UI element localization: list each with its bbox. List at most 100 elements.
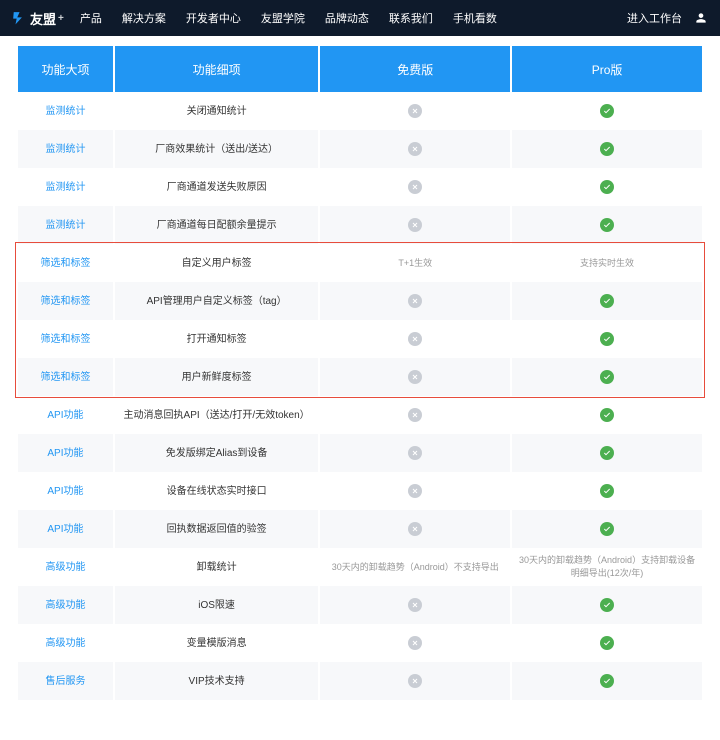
pro-cell xyxy=(512,662,702,700)
pro-cell: 30天内的卸载趋势（Android）支持卸载设备明细导出(12次/年) xyxy=(512,548,702,586)
nav-right: 进入工作台 xyxy=(627,10,708,26)
category-link[interactable]: 监测统计 xyxy=(45,182,85,193)
check-icon xyxy=(600,522,614,536)
cross-icon xyxy=(408,522,422,536)
check-icon xyxy=(600,332,614,346)
pro-cell xyxy=(512,358,702,396)
feature-cell: 卸载统计 xyxy=(115,548,318,586)
check-icon xyxy=(600,636,614,650)
category-link[interactable]: API功能 xyxy=(47,448,83,459)
col-header-2: 免费版 xyxy=(320,46,510,92)
category-link[interactable]: 筛选和标签 xyxy=(40,372,90,383)
category-link[interactable]: 高级功能 xyxy=(45,562,85,573)
pro-cell xyxy=(512,282,702,320)
cross-icon xyxy=(408,370,422,384)
pro-cell: 支持实时生效 xyxy=(512,244,702,282)
brand-logo[interactable]: 友盟 + xyxy=(12,9,64,28)
nav-item-6[interactable]: 手机看数 xyxy=(453,10,497,26)
category-link[interactable]: API功能 xyxy=(47,486,83,497)
table-row: 监测统计厂商通道每日配额余量提示 xyxy=(18,206,702,244)
free-cell xyxy=(320,130,510,168)
table-body: 监测统计关闭通知统计监测统计厂商效果统计（送出/送达）监测统计厂商通道发送失败原… xyxy=(18,92,702,700)
check-icon xyxy=(600,408,614,422)
table-row: 监测统计厂商效果统计（送出/送达） xyxy=(18,130,702,168)
table-row: API功能 设备在线状态实时接口 xyxy=(18,472,702,510)
table-row: 高级功能 卸载统计 30天内的卸载趋势（Android）不支持导出 30天内的卸载趋势… xyxy=(18,548,702,586)
feature-cell: API管理用户自定义标签（tag） xyxy=(115,282,318,320)
free-cell xyxy=(320,168,510,206)
free-cell xyxy=(320,206,510,244)
pro-cell xyxy=(512,586,702,624)
check-icon xyxy=(600,370,614,384)
nav-item-4[interactable]: 品牌动态 xyxy=(325,10,369,26)
cross-icon xyxy=(408,142,422,156)
col-header-3: Pro版 xyxy=(512,46,702,92)
pro-cell xyxy=(512,206,702,244)
nav-item-3[interactable]: 友盟学院 xyxy=(261,10,305,26)
feature-cell: 变量模版消息 xyxy=(115,624,318,662)
feature-cell: iOS限速 xyxy=(115,586,318,624)
table-row: 监测统计关闭通知统计 xyxy=(18,92,702,130)
brand-name: 友盟 xyxy=(30,9,56,28)
cell-text: 30天内的卸载趋势（Android）不支持导出 xyxy=(332,562,499,572)
feature-cell: 主动消息回执API（送达/打开/无效token） xyxy=(115,396,318,434)
cross-icon xyxy=(408,180,422,194)
col-header-0: 功能大项 xyxy=(18,46,113,92)
table-row: 监测统计 厂商通道发送失败原因 xyxy=(18,168,702,206)
nav-item-0[interactable]: 产品 xyxy=(80,10,102,26)
check-icon xyxy=(600,142,614,156)
category-link[interactable]: 售后服务 xyxy=(45,676,85,687)
free-cell: T+1生效 xyxy=(320,244,510,282)
category-link[interactable]: 监测统计 xyxy=(45,220,85,231)
table-row: 售后服务 VIP技术支持 xyxy=(18,662,702,700)
free-cell xyxy=(320,586,510,624)
check-icon xyxy=(600,484,614,498)
free-cell: 30天内的卸载趋势（Android）不支持导出 xyxy=(320,548,510,586)
user-icon[interactable] xyxy=(694,11,708,25)
umeng-logo-icon xyxy=(12,11,26,25)
category-link[interactable]: 筛选和标签 xyxy=(40,334,90,345)
category-link[interactable]: 监测统计 xyxy=(45,144,85,155)
cross-icon xyxy=(408,484,422,498)
feature-cell: 设备在线状态实时接口 xyxy=(115,472,318,510)
check-icon xyxy=(600,104,614,118)
category-link[interactable]: API功能 xyxy=(47,410,83,421)
table-row: 高级功能 变量模版消息 xyxy=(18,624,702,662)
top-nav: 友盟 + 产品 解决方案 开发者中心 友盟学院 品牌动态 联系我们 手机看数 进入工作台 xyxy=(0,0,720,36)
free-cell xyxy=(320,282,510,320)
category-link[interactable]: 筛选和标签 xyxy=(40,258,90,269)
category-link[interactable]: 监测统计 xyxy=(45,106,85,117)
feature-cell: 厂商通道发送失败原因 xyxy=(115,168,318,206)
pro-cell xyxy=(512,168,702,206)
table-header-row: 功能大项功能细项免费版Pro版 xyxy=(18,46,702,92)
cross-icon xyxy=(408,674,422,688)
pro-cell xyxy=(512,472,702,510)
table-row: 筛选和标签打开通知标签 xyxy=(18,320,702,358)
category-link[interactable]: 筛选和标签 xyxy=(40,296,90,307)
nav-item-2[interactable]: 开发者中心 xyxy=(186,10,241,26)
free-cell xyxy=(320,358,510,396)
table-row: 筛选和标签 API管理用户自定义标签（tag） xyxy=(18,282,702,320)
free-cell xyxy=(320,434,510,472)
workspace-link[interactable]: 进入工作台 xyxy=(627,10,682,26)
free-cell xyxy=(320,624,510,662)
free-cell xyxy=(320,510,510,548)
cell-text: 支持实时生效 xyxy=(580,258,634,268)
check-icon xyxy=(600,294,614,308)
check-icon xyxy=(600,218,614,232)
category-link[interactable]: API功能 xyxy=(47,524,83,535)
free-cell xyxy=(320,396,510,434)
nav-item-1[interactable]: 解决方案 xyxy=(122,10,166,26)
cross-icon xyxy=(408,104,422,118)
cross-icon xyxy=(408,408,422,422)
pro-cell xyxy=(512,624,702,662)
col-header-1: 功能细项 xyxy=(115,46,318,92)
feature-cell: VIP技术支持 xyxy=(115,662,318,700)
category-link[interactable]: 高级功能 xyxy=(45,600,85,611)
check-icon xyxy=(600,446,614,460)
comparison-table: 功能大项功能细项免费版Pro版 监测统计关闭通知统计监测统计厂商效果统计（送出/… xyxy=(16,46,704,700)
table-row: 筛选和标签用户新鲜度标签 xyxy=(18,358,702,396)
category-link[interactable]: 高级功能 xyxy=(45,638,85,649)
nav-item-5[interactable]: 联系我们 xyxy=(389,10,433,26)
free-cell xyxy=(320,320,510,358)
